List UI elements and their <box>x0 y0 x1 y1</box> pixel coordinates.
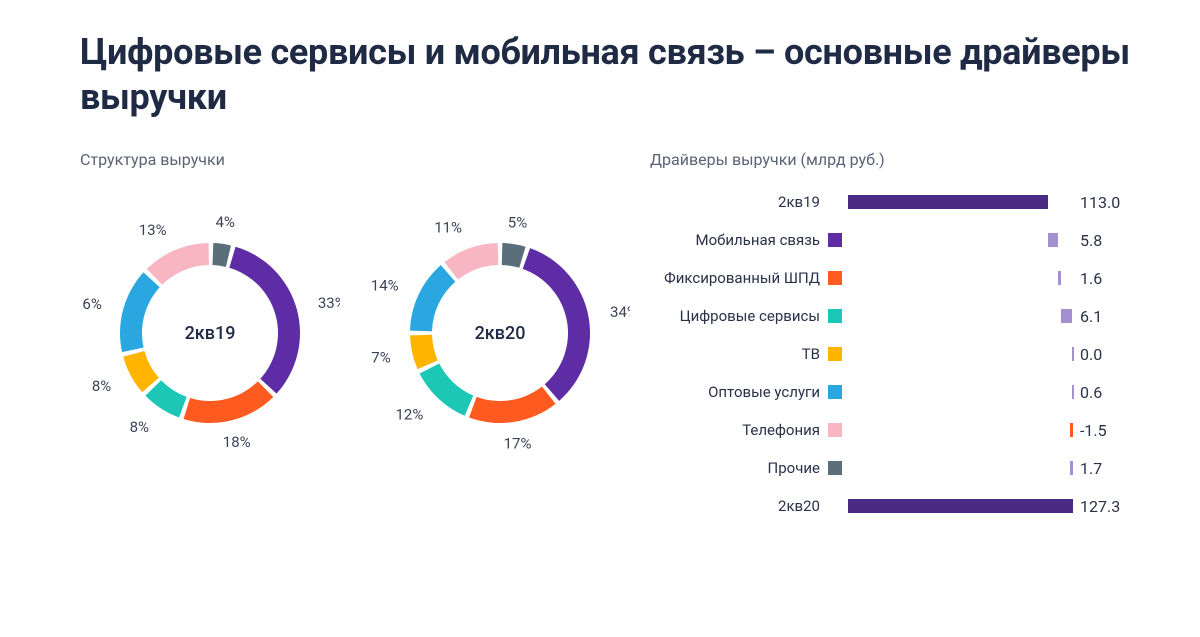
waterfall-value: 1.7 <box>1070 459 1140 478</box>
donut-slice-label: 17% <box>504 435 532 453</box>
waterfall-track <box>848 499 1070 513</box>
donut-slice <box>147 243 209 285</box>
waterfall-bar <box>1061 309 1072 323</box>
donut-slice-label: 33% <box>318 294 340 312</box>
donut-slice <box>229 247 300 394</box>
donut-slice-label: 34% <box>610 303 630 321</box>
waterfall-bar <box>1070 461 1073 475</box>
waterfall-row: Цифровые сервисы 6.1 <box>650 297 1140 335</box>
waterfall-row-label: ТВ <box>650 345 828 363</box>
waterfall-row: Телефония -1.5 <box>650 411 1140 449</box>
waterfall-bar <box>1072 347 1074 361</box>
waterfall-row: ТВ 0.0 <box>650 335 1140 373</box>
donut-slice-label: 5% <box>508 213 527 231</box>
legend-marker <box>828 499 842 513</box>
waterfall-track <box>848 271 1070 285</box>
donut-slice <box>420 364 474 416</box>
right-column: Драйверы выручки (млрд руб.) 2кв19 113.0 М… <box>650 150 1140 525</box>
waterfall-track <box>848 461 1070 475</box>
donut-slice <box>523 248 590 401</box>
legend-marker <box>828 423 842 437</box>
donut-slice-label: 16% <box>80 295 102 313</box>
waterfall-value: 5.8 <box>1070 231 1140 250</box>
left-column: Структура выручки 33% 18% 8% 8% 16% 13% 4% 2кв1… <box>80 150 640 483</box>
waterfall-value: 6.1 <box>1070 307 1140 326</box>
donut-center-label: 2кв19 <box>185 323 236 344</box>
donut-slice <box>410 335 438 369</box>
waterfall-row-label: Мобильная связь <box>650 231 828 249</box>
donut-slice-label: 14% <box>371 276 399 294</box>
donut-slice <box>212 243 231 267</box>
donut-slice-label: 4% <box>215 213 234 231</box>
legend-marker <box>828 233 842 247</box>
waterfall-row: Фиксированный ШПД 1.6 <box>650 259 1140 297</box>
donut-slice <box>469 387 555 423</box>
waterfall-track <box>848 309 1070 323</box>
waterfall-bar <box>848 499 1073 513</box>
waterfall-track <box>848 195 1070 209</box>
waterfall-bar <box>1072 385 1074 399</box>
waterfall-value: -1.5 <box>1070 421 1140 440</box>
waterfall-bar <box>1070 423 1073 437</box>
waterfall-track <box>848 423 1070 437</box>
waterfall-bar <box>1048 233 1058 247</box>
donut-slice <box>444 243 498 279</box>
donut-slice-label: 13% <box>139 221 167 239</box>
waterfall-row: 2кв19 113.0 <box>650 183 1140 221</box>
right-subhead: Драйверы выручки (млрд руб.) <box>650 150 1140 169</box>
donut-slice <box>123 351 159 392</box>
waterfall-value: 1.6 <box>1070 269 1140 288</box>
waterfall-bar <box>1058 271 1061 285</box>
legend-marker <box>828 195 842 209</box>
waterfall-row: Мобильная связь 5.8 <box>650 221 1140 259</box>
waterfall-value: 0.6 <box>1070 383 1140 402</box>
waterfall-track <box>848 347 1070 361</box>
donut-slice <box>502 243 526 268</box>
legend-marker <box>828 347 842 361</box>
donut-slice <box>120 272 160 352</box>
donut-slice <box>184 381 274 423</box>
waterfall-track <box>848 385 1070 399</box>
waterfall-chart: 2кв19 113.0 Мобильная связь 5.8 Фиксированны… <box>650 183 1140 525</box>
legend-marker <box>828 385 842 399</box>
page-title: Цифровые сервисы и мобильная связь – осн… <box>80 30 1140 120</box>
waterfall-row: Прочие 1.7 <box>650 449 1140 487</box>
waterfall-row-label: 2кв19 <box>650 193 828 211</box>
donut-row: 33% 18% 8% 8% 16% 13% 4% 2кв19 34% 17% 12% 7% 14% 11%… <box>80 183 640 483</box>
donut-slice <box>410 265 455 331</box>
donut-slice-label: 8% <box>130 418 149 436</box>
left-subhead: Структура выручки <box>80 150 640 169</box>
donut-slice-label: 11% <box>434 219 462 237</box>
waterfall-row: Оптовые услуги 0.6 <box>650 373 1140 411</box>
waterfall-row-label: Прочие <box>650 459 828 477</box>
waterfall-value: 113.0 <box>1070 193 1140 212</box>
waterfall-row-label: Телефония <box>650 421 828 439</box>
donut-slice-label: 7% <box>371 348 390 366</box>
waterfall-row-label: 2кв20 <box>650 497 828 515</box>
waterfall-value: 127.3 <box>1070 497 1140 516</box>
legend-marker <box>828 461 842 475</box>
content-columns: Структура выручки 33% 18% 8% 8% 16% 13% 4% 2кв1… <box>80 150 1140 525</box>
donut-chart: 34% 17% 12% 7% 14% 11% 5% 2кв20 <box>370 183 630 483</box>
donut-slice <box>145 380 186 417</box>
donut-slice-label: 8% <box>92 377 111 395</box>
waterfall-row-label: Оптовые услуги <box>650 383 828 401</box>
waterfall-row: 2кв20 127.3 <box>650 487 1140 525</box>
donut-slice-label: 18% <box>223 433 251 451</box>
donut-chart: 33% 18% 8% 8% 16% 13% 4% 2кв19 <box>80 183 340 483</box>
waterfall-track <box>848 233 1070 247</box>
waterfall-row-label: Фиксированный ШПД <box>650 269 828 287</box>
donut-slice-label: 12% <box>395 406 423 424</box>
slide: Цифровые сервисы и мобильная связь – осн… <box>0 0 1200 637</box>
legend-marker <box>828 271 842 285</box>
waterfall-row-label: Цифровые сервисы <box>650 307 828 325</box>
waterfall-value: 0.0 <box>1070 345 1140 364</box>
legend-marker <box>828 309 842 323</box>
donut-center-label: 2кв20 <box>475 323 526 344</box>
waterfall-bar <box>848 195 1048 209</box>
